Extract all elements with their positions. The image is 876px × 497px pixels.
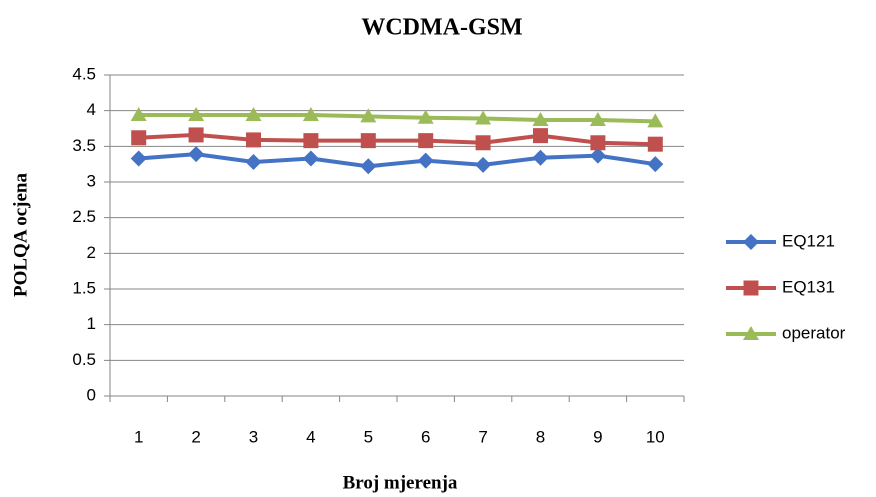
x-tick-label: 5 <box>364 427 373 446</box>
x-tick-label: 10 <box>646 427 665 446</box>
series-line <box>138 152 656 169</box>
y-tick-label: 0.5 <box>72 350 96 369</box>
series-line <box>138 112 656 124</box>
data-point <box>532 149 549 166</box>
data-point <box>475 110 492 125</box>
chart-title: WCDMA-GSM <box>361 15 522 41</box>
legend-label: EQ131 <box>782 277 835 296</box>
data-point <box>647 113 664 128</box>
data-point <box>475 156 492 173</box>
legend-label: EQ121 <box>782 231 835 250</box>
data-point <box>589 111 606 126</box>
legend-label: operator <box>782 323 846 342</box>
y-tick-label: 2.5 <box>72 207 96 226</box>
data-point <box>302 106 319 121</box>
x-tick-label: 2 <box>191 427 200 446</box>
data-point <box>417 109 434 124</box>
y-tick-label: 4.5 <box>72 64 96 83</box>
x-axis-label: Broj mjerenja <box>343 472 458 493</box>
data-point <box>188 127 204 143</box>
y-tick-label: 1.5 <box>72 278 96 297</box>
x-tick-label: 7 <box>478 427 487 446</box>
data-point <box>589 147 606 164</box>
data-point <box>302 150 319 167</box>
y-tick-label: 4 <box>87 100 96 119</box>
y-tick-label: 0 <box>87 385 96 404</box>
data-point <box>647 136 663 152</box>
y-tick-label: 3.5 <box>72 136 96 155</box>
data-point <box>647 156 664 173</box>
data-point <box>246 132 261 148</box>
data-point <box>130 106 147 121</box>
data-point <box>360 108 377 123</box>
x-tick-label: 3 <box>249 427 258 446</box>
series-line <box>138 132 656 147</box>
x-tick-label: 4 <box>306 427 315 446</box>
data-point <box>532 111 549 126</box>
y-tick-label: 1 <box>87 314 96 333</box>
data-point <box>131 130 147 146</box>
data-point <box>303 133 319 149</box>
y-tick-label: 2 <box>87 243 96 262</box>
data-point <box>475 135 491 151</box>
x-tick-label: 8 <box>536 427 545 446</box>
data-point <box>418 133 434 149</box>
legend-marker <box>743 326 759 340</box>
data-point <box>533 128 548 144</box>
x-tick-label: 6 <box>421 427 430 446</box>
data-point <box>417 152 434 169</box>
data-point <box>360 133 376 149</box>
data-point <box>360 158 377 175</box>
y-tick-label: 3 <box>87 171 96 190</box>
legend-marker <box>743 234 759 250</box>
data-point <box>188 146 205 163</box>
data-point <box>590 135 606 151</box>
data-point <box>188 106 205 121</box>
data-point <box>245 154 262 171</box>
data-point <box>130 150 147 167</box>
data-point <box>245 106 262 121</box>
y-axis-label: POLQA ocjena <box>10 172 31 297</box>
legend-marker <box>743 280 759 296</box>
x-tick-label: 9 <box>593 427 602 446</box>
x-tick-label: 1 <box>134 427 143 446</box>
